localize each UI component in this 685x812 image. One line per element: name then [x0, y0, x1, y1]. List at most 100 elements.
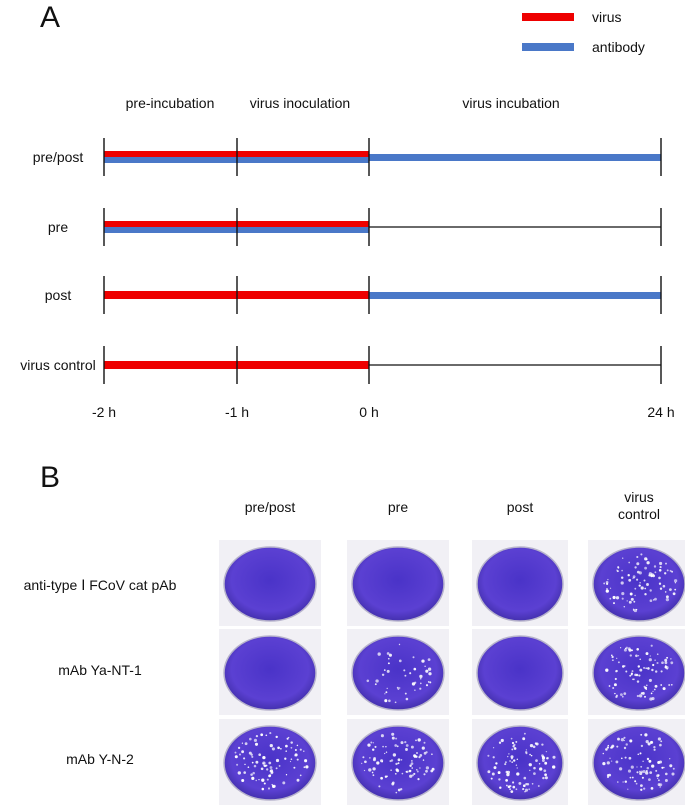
plaque-spot: [516, 758, 518, 760]
plaque-spot: [296, 744, 299, 747]
plaque-spot: [636, 555, 639, 559]
plaque-spot: [645, 652, 649, 656]
timeline-row: virus control: [20, 346, 662, 384]
plaque-well: [347, 540, 449, 626]
plaque-spot: [280, 747, 282, 750]
plaque-spot: [506, 784, 508, 787]
plaque-spot: [498, 741, 502, 744]
plaque-spot: [373, 757, 376, 760]
plaque-spot: [251, 755, 254, 758]
plaque-spot: [386, 652, 390, 655]
plaque-spot: [522, 788, 525, 791]
plaque-spot: [237, 771, 241, 775]
plaque-spot: [524, 791, 526, 793]
plaque-spot: [640, 744, 644, 748]
plaque-spot: [368, 768, 372, 772]
plaque-spot: [654, 684, 658, 688]
plaque-spot: [416, 769, 418, 771]
plaque-spot: [285, 750, 287, 752]
plaque-spot: [252, 771, 255, 775]
plaque-spot: [524, 732, 526, 735]
plaque-spot: [623, 648, 627, 652]
plaque-well: [219, 540, 321, 626]
plaque-well: [588, 719, 685, 805]
plaque-spot: [634, 566, 637, 569]
plaque-spot: [533, 772, 536, 775]
plaque-spot: [512, 745, 515, 748]
panel-b-letter: B: [40, 461, 60, 494]
panel-b-plaque-assay: B pre/post pre post virus control anti-ty…: [24, 461, 685, 805]
legend-swatch-virus: [522, 13, 574, 21]
plaque-spot: [629, 674, 632, 677]
plaque-spot: [611, 654, 613, 657]
plaque-spot: [627, 769, 632, 773]
plaque-spot: [612, 595, 616, 600]
plaque-spot: [643, 666, 646, 669]
plaque-spot: [525, 752, 528, 755]
plaque-spot: [387, 657, 390, 660]
plaque-spot: [640, 784, 643, 787]
plaque-spot: [367, 743, 371, 747]
plaque-spot: [672, 767, 675, 770]
plaque-spot: [656, 653, 659, 656]
plaque-spot: [640, 553, 643, 556]
plaque-spot: [388, 653, 392, 657]
plaque-spot: [638, 571, 642, 575]
plaque-spot: [504, 761, 507, 764]
plaque-spot: [640, 788, 643, 791]
plaque-spot: [239, 753, 241, 756]
plaque-spot: [253, 738, 257, 742]
plaque-spot: [380, 734, 384, 738]
plaque-spot: [417, 778, 420, 781]
plaque-spot: [388, 699, 391, 703]
plaque-spot: [522, 737, 526, 741]
plaque-spot: [629, 776, 632, 779]
plaque-spot: [544, 761, 548, 765]
plaque-spot: [631, 670, 634, 673]
plaque-spot: [637, 665, 641, 668]
plaque-spot: [405, 770, 408, 773]
plaque-spot: [635, 782, 638, 785]
column-label-pre: pre: [388, 499, 408, 515]
plaque-spot: [644, 686, 648, 690]
plaque-spot: [362, 756, 365, 759]
plaque-spot: [658, 779, 660, 782]
plaque-spot: [510, 755, 514, 759]
plaque-spot: [644, 587, 647, 590]
plaque-spot: [645, 684, 648, 687]
plaque-spot: [658, 569, 662, 572]
well-stain: [223, 635, 317, 711]
plaque-spot: [529, 743, 534, 748]
plaque-spot: [644, 593, 647, 596]
plaque-spot: [635, 654, 638, 658]
plaque-spot: [505, 770, 509, 774]
plaque-well: [472, 719, 568, 805]
plaque-spot: [634, 673, 637, 677]
plaque-spot: [413, 667, 417, 671]
plaque-spot: [649, 589, 652, 592]
plaque-spot: [509, 788, 511, 790]
plaque-spot: [394, 701, 397, 704]
well-row-labels: anti-type Ⅰ FCoV cat pAb mAb Ya-NT-1 mAb…: [24, 577, 177, 767]
plaque-spot: [607, 744, 609, 747]
legend-swatch-antibody: [522, 43, 574, 51]
plaque-spot: [638, 694, 643, 698]
plaque-spot: [661, 661, 664, 665]
plaque-spot: [386, 775, 388, 778]
panel-a-letter: A: [40, 1, 60, 34]
plaque-spot: [627, 574, 630, 577]
plaque-spot: [375, 679, 379, 683]
plaque-spot: [666, 569, 669, 572]
plaque-spot: [286, 737, 289, 740]
plaque-spot: [640, 586, 644, 590]
plaque-spot: [645, 558, 648, 561]
plaque-spot: [401, 772, 404, 775]
plaque-spot: [636, 562, 640, 566]
plaque-spot: [538, 763, 541, 765]
well-stain: [592, 635, 685, 711]
plaque-spot: [615, 596, 620, 600]
plaque-spot: [639, 668, 643, 672]
plaque-spot: [645, 771, 649, 775]
plaque-spot: [303, 766, 306, 769]
plaque-spot: [492, 756, 495, 759]
